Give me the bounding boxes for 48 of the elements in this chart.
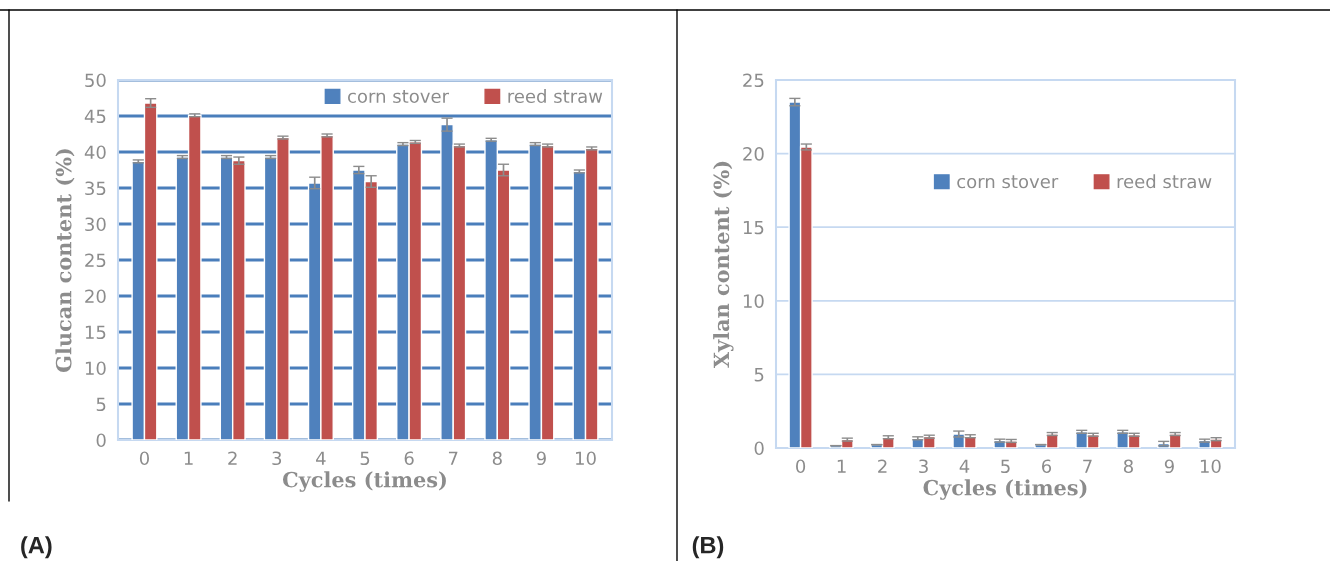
y-tick-label: 10: [743, 294, 764, 308]
y-tick-label: 5: [96, 397, 106, 412]
legend-label: corn stover: [957, 175, 1059, 189]
legend-label: reed straw: [508, 89, 603, 103]
x-tick-label: 1: [837, 459, 846, 473]
x-tick-label: 9: [1164, 459, 1174, 474]
x-tick-label: 1: [184, 451, 193, 465]
y-tick-label: 20: [743, 147, 764, 161]
x-tick-label: 6: [404, 451, 414, 466]
y-tick-label: 20: [85, 289, 106, 304]
y-tick-label: 40: [84, 145, 106, 160]
x-tick-label: 4: [959, 459, 970, 473]
x-tick-label: 10: [1200, 459, 1221, 474]
x-tick-label: 8: [492, 451, 502, 466]
y-tick-label: 45: [84, 109, 106, 124]
x-axis-title: Cycles (times): [282, 471, 446, 492]
x-tick-label: 8: [1123, 459, 1133, 474]
x-tick-label: 5: [1001, 459, 1010, 474]
y-tick-label: 10: [85, 361, 106, 376]
text: (A): [21, 536, 52, 559]
y-tick-label: 0: [96, 433, 106, 448]
x-tick-label: 7: [1083, 459, 1092, 473]
x-axis-title: Cycles (times): [923, 479, 1087, 500]
x-tick-label: 2: [878, 459, 887, 473]
y-tick-label: 15: [743, 220, 764, 235]
x-tick-label: 5: [360, 451, 370, 466]
x-tick-label: 2: [228, 451, 237, 465]
y-axis-title: Glucan content (%): [55, 149, 75, 372]
x-tick-label: 3: [272, 451, 282, 466]
y-tick-label: 35: [85, 181, 106, 196]
x-tick-label: 6: [1042, 459, 1052, 474]
x-tick-label: 4: [316, 451, 326, 465]
x-tick-label: 0: [796, 459, 806, 474]
x-tick-label: 9: [536, 451, 546, 466]
legend-label: corn stover: [348, 90, 450, 103]
text: (B): [692, 536, 724, 559]
x-tick-label: 10: [576, 451, 596, 466]
x-tick-label: 3: [919, 459, 928, 474]
y-tick-label: 30: [85, 217, 106, 232]
y-tick-label: 50: [85, 73, 106, 88]
y-tick-label: 5: [754, 368, 764, 382]
y-tick-label: 25: [85, 253, 106, 268]
legend-label: reed straw: [1117, 174, 1212, 189]
y-tick-label: 25: [743, 73, 764, 88]
x-tick-label: 7: [448, 451, 458, 465]
y-axis-title: Xylan content (%): [713, 161, 734, 369]
x-tick-label: 0: [139, 451, 150, 466]
y-tick-label: 15: [85, 325, 106, 340]
